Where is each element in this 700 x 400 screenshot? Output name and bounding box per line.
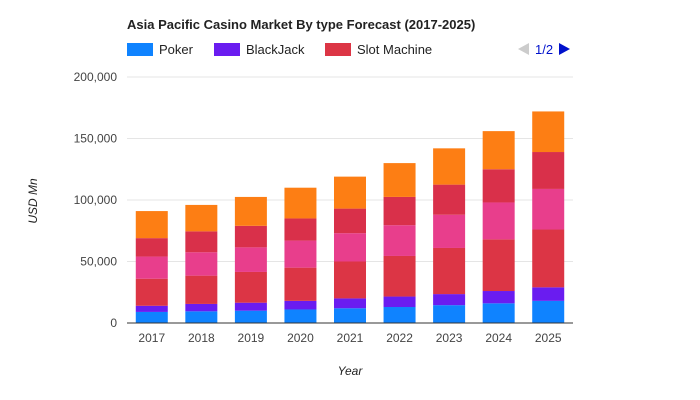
bar-segment[interactable] [482,169,515,203]
bar-segment[interactable] [532,188,565,230]
y-tick-label: 50,000 [80,255,117,269]
bar-segment[interactable] [334,176,366,209]
x-tick-label: 2024 [485,331,512,345]
bar-segment[interactable] [234,247,267,272]
bar-segment[interactable] [234,310,267,323]
bar-segment[interactable] [482,239,515,292]
x-axis-title: Year [338,364,364,378]
bar-segment[interactable] [433,184,466,215]
y-tick-label: 0 [110,316,117,330]
bar-segment[interactable] [135,278,168,306]
legend-pager: 1/2 [518,40,571,58]
bar-segment[interactable] [532,300,565,323]
y-tick-label: 150,000 [74,132,118,146]
bar-segment[interactable] [383,296,416,308]
y-axis-title: USD Mn [26,178,40,224]
legend-swatch-slot-machine [325,42,351,56]
bar-segment[interactable] [135,238,168,257]
bar-segment[interactable] [383,255,416,297]
bar-segment[interactable] [135,211,168,239]
x-tick-label: 2023 [436,331,463,345]
bar-segment[interactable] [185,275,218,304]
legend-prev-icon[interactable] [518,43,529,55]
axes: 0 50,000 100,000 150,000 200,000 2017 2018 2019… [74,70,573,345]
bar-segment[interactable] [284,240,317,268]
bar-segment[interactable] [433,247,466,295]
bar-segment[interactable] [234,302,267,311]
bar-segment[interactable] [334,261,366,299]
bar-segment[interactable] [334,298,366,309]
bar-segment[interactable] [135,256,168,279]
legend-swatch-poker [127,42,153,56]
bar-segment[interactable] [284,309,317,323]
bar-segment[interactable] [482,291,515,304]
bar-segment[interactable] [185,252,218,276]
bar-segment[interactable] [383,307,416,323]
bar-segment[interactable] [284,267,317,301]
bar-segment[interactable] [532,287,565,301]
bar-segment[interactable] [334,308,366,323]
bar-segment[interactable] [482,131,515,170]
bar-segment[interactable] [185,231,218,253]
bar-segment[interactable] [532,229,565,288]
bar-segment[interactable] [284,300,317,310]
x-tick-label: 2019 [238,331,265,345]
bar-segment[interactable] [383,163,416,197]
bar-segment[interactable] [284,187,317,219]
bar-segment[interactable] [135,305,168,312]
x-tick-label: 2018 [188,331,215,345]
bar-segment[interactable] [433,214,466,248]
bar-segment[interactable] [433,148,466,185]
y-tick-label: 100,000 [74,193,118,207]
legend-item-slot-machine[interactable]: Slot Machine [325,41,432,57]
legend-next-icon[interactable] [559,43,571,55]
bar-segment[interactable] [532,152,565,189]
legend-label-slot-machine: Slot Machine [357,41,433,57]
bar-segment[interactable] [284,218,317,241]
legend-swatch-blackjack [214,42,240,56]
x-tick-label: 2021 [337,331,364,345]
x-tick-label: 2022 [386,331,413,345]
bar-segment[interactable] [532,111,565,153]
y-tick-label: 200,000 [74,70,118,84]
bar-segment[interactable] [433,294,466,306]
bar-segment[interactable] [383,225,416,256]
chart-title: Asia Pacific Casino Market By type Forec… [127,17,476,32]
bar-segment[interactable] [185,303,218,312]
bar-segment[interactable] [185,311,218,323]
legend-item-blackjack[interactable]: BlackJack [214,41,305,57]
bar-segment[interactable] [482,303,515,323]
bar-segment[interactable] [334,233,366,262]
bar-segment[interactable] [482,202,515,240]
bar-segment[interactable] [433,305,466,323]
legend-label-blackjack: BlackJack [246,41,305,57]
bar-segment[interactable] [135,311,168,323]
bar-segment[interactable] [234,225,267,248]
bar-segment[interactable] [234,196,267,226]
x-tick-label: 2017 [138,331,165,345]
legend-label-poker: Poker [159,41,193,57]
legend-item-poker[interactable]: Poker [127,41,193,57]
x-tick-label: 2020 [287,331,314,345]
x-tick-label: 2025 [535,331,562,345]
bar-segment[interactable] [334,208,366,234]
legend-page-indicator: 1/2 [535,41,554,57]
bar-segment[interactable] [234,271,267,303]
bar-segment[interactable] [185,204,218,232]
bars [135,111,565,323]
bar-segment[interactable] [383,196,416,226]
